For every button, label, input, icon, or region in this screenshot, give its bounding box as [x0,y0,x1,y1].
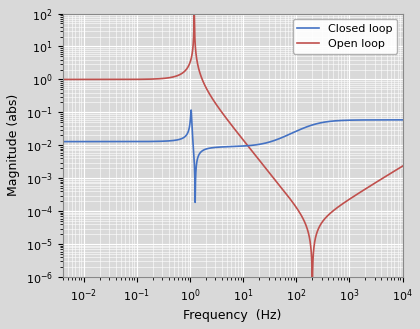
Closed loop [193,200,198,204]
Open loop [60,77,65,81]
Closed loop [74,139,79,143]
Y-axis label: Magnitude (abs): Magnitude (abs) [7,94,20,196]
Open loop [226,120,231,124]
Line: Closed loop: Closed loop [63,110,403,202]
Open loop [400,164,405,168]
X-axis label: Frequency  (Hz): Frequency (Hz) [184,309,282,322]
Closed loop [80,139,85,143]
Closed loop [189,108,194,112]
Line: Open loop: Open loop [63,11,403,297]
Open loop [74,77,79,81]
Open loop [127,77,132,81]
Closed loop [226,145,231,149]
Closed loop [382,118,387,122]
Open loop [310,295,315,299]
Closed loop [400,118,405,122]
Closed loop [62,139,67,143]
Open loop [80,77,85,81]
Closed loop [127,139,132,143]
Closed loop [60,139,65,143]
Open loop [62,77,67,81]
Legend: Closed loop, Open loop: Closed loop, Open loop [293,19,397,54]
Open loop [382,175,387,179]
Open loop [192,9,197,13]
